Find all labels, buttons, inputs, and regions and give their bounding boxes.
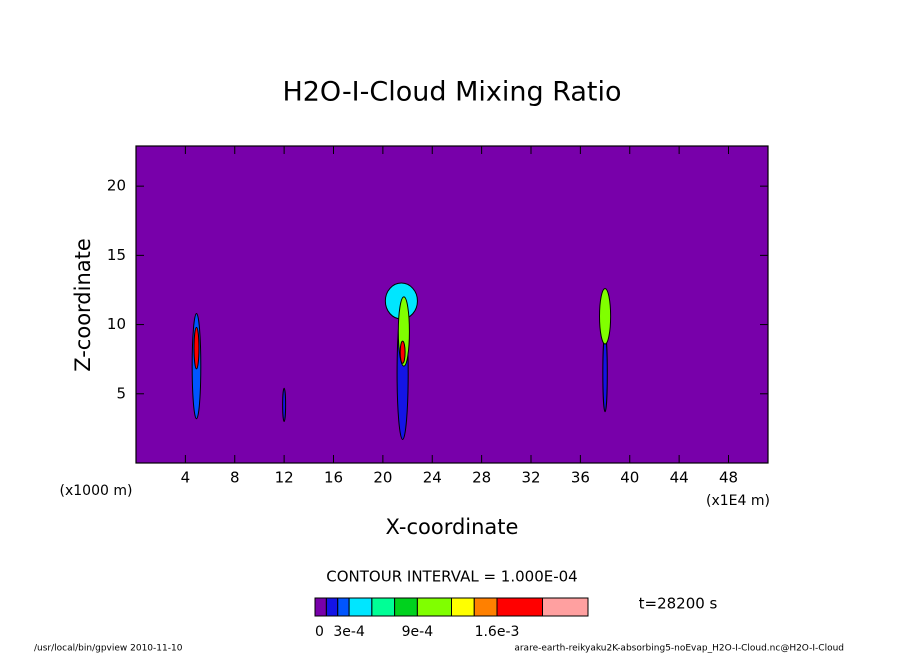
colorbar-label: 1.6e-3 — [475, 624, 520, 640]
x-tick-label: 8 — [230, 469, 240, 487]
x-axis-label: X-coordinate — [386, 515, 519, 539]
colorbar-box — [416, 597, 452, 617]
x-tick-label: 32 — [521, 469, 540, 487]
contour-region — [602, 333, 608, 413]
plot-background — [136, 146, 768, 463]
y-tick-label: 20 — [107, 177, 126, 195]
y-tick-label: 10 — [107, 315, 126, 333]
y-axis-label: Z-coordinate — [71, 238, 95, 372]
colorbar-box — [394, 597, 418, 617]
y-tick-label: 15 — [107, 246, 126, 264]
x-unit: (x1E4 m) — [706, 493, 770, 509]
footer-left: /usr/local/bin/gpview 2010-11-10 — [34, 644, 183, 654]
x-tick-label: 28 — [472, 469, 491, 487]
contour-region — [599, 288, 612, 345]
contour-region — [399, 340, 406, 364]
colorbar-label: 0 — [315, 624, 324, 640]
x-tick-label: 12 — [275, 469, 294, 487]
y-unit: (x1000 m) — [60, 483, 133, 499]
footer-right: arare-earth-reikyaku2K-absorbing5-noEvap… — [514, 644, 844, 654]
x-tick-label: 24 — [423, 469, 442, 487]
x-tick-label: 16 — [324, 469, 343, 487]
chart-title: H2O-I-Cloud Mixing Ratio — [282, 77, 621, 108]
colorbar-label: 3e-4 — [333, 624, 365, 640]
colorbar-box — [451, 597, 475, 617]
colorbar-box — [473, 597, 498, 617]
contour-interval: CONTOUR INTERVAL = 1.000E-04 — [326, 568, 577, 586]
colorbar-box — [371, 597, 396, 617]
colorbar-box — [542, 597, 589, 617]
colorbar-box — [348, 597, 373, 617]
x-tick-label: 48 — [719, 469, 738, 487]
time-label: t=28200 s — [639, 595, 718, 613]
x-tick-label: 40 — [620, 469, 639, 487]
x-tick-label: 36 — [571, 469, 590, 487]
x-tick-label: 44 — [670, 469, 689, 487]
contour-region — [282, 387, 287, 422]
x-tick-label: 20 — [373, 469, 392, 487]
colorbar-box — [325, 597, 339, 617]
contour-region — [193, 326, 200, 370]
x-tick-label: 4 — [181, 469, 191, 487]
colorbar-box — [337, 597, 350, 617]
colorbar-label: 9e-4 — [402, 624, 434, 640]
y-tick-label: 5 — [116, 384, 126, 402]
colorbar-box — [314, 597, 327, 617]
plot-frame — [135, 145, 769, 464]
colorbar-box — [496, 597, 543, 617]
